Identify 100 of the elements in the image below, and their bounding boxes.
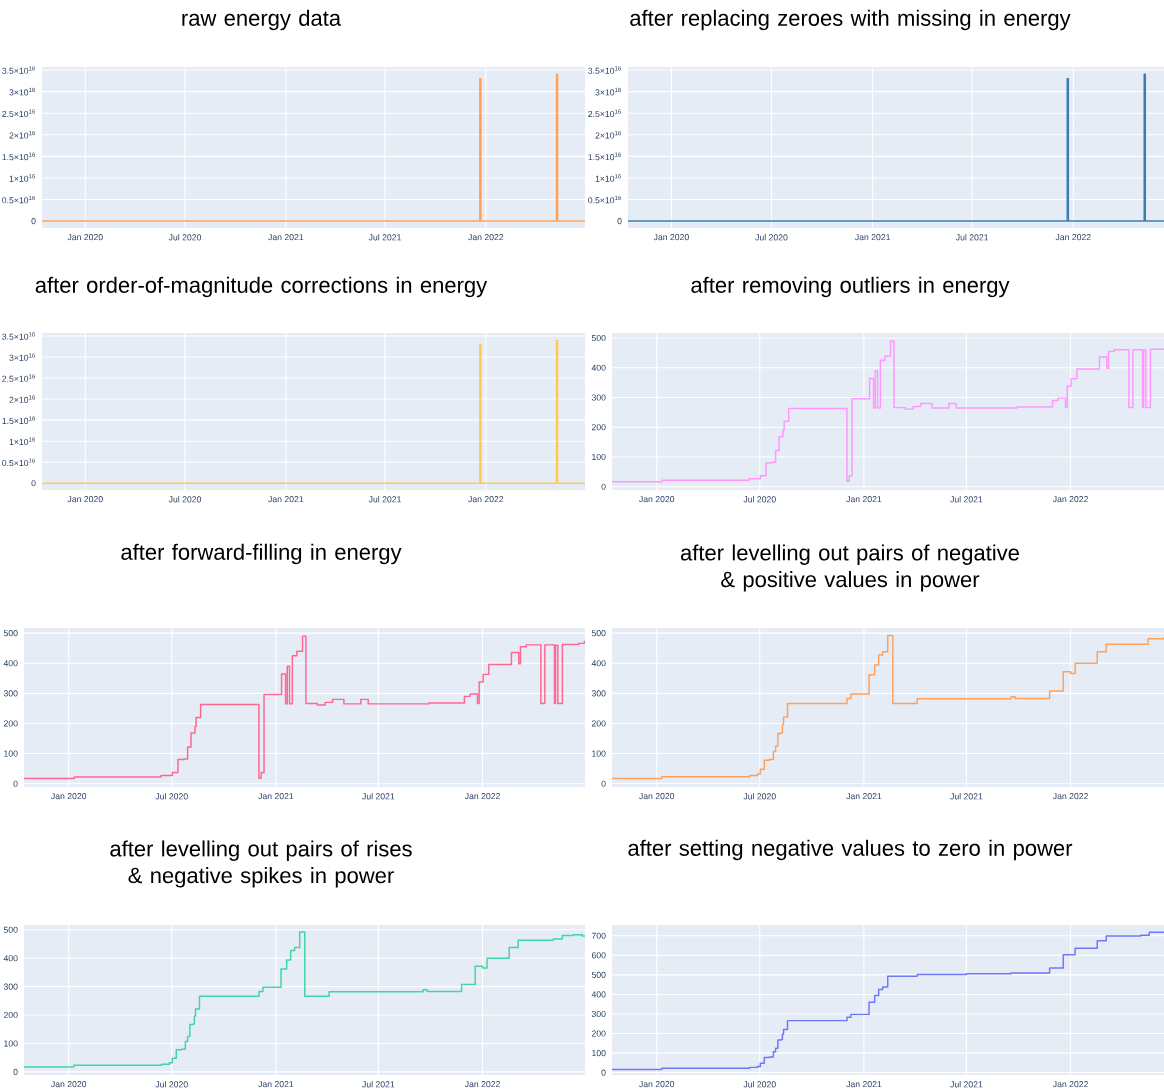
- x-tick-label: Jan 2020: [67, 234, 103, 241]
- y-tick-label: 1.5×10$^{16}$: [588, 152, 622, 161]
- y-tick-label: 200: [591, 1030, 606, 1037]
- y-tick-label: 100: [4, 750, 18, 757]
- x-tick-label: Jul 2021: [950, 793, 983, 800]
- x-tick-label: Jul 2020: [168, 234, 202, 241]
- x-tick-label: Jan 2021: [258, 1081, 294, 1088]
- x-tick-label: Jul 2021: [362, 793, 395, 800]
- x-tick-label: Jan 2020: [51, 793, 87, 800]
- y-tick-label: 0: [601, 1069, 606, 1076]
- chart-title: after replacing zeroes with missing in energy: [630, 9, 1071, 31]
- x-tick-label: Jul 2020: [155, 1081, 188, 1088]
- x-tick-label: Jan 2022: [1052, 793, 1088, 800]
- x-tick-label: Jul 2020: [743, 1081, 776, 1088]
- x-tick-label: Jan 2022: [464, 1081, 500, 1088]
- y-tick-label: 300: [591, 690, 606, 697]
- x-tick-label: Jul 2021: [950, 496, 983, 503]
- y-tick-label: 300: [3, 983, 18, 990]
- y-tick-label: 100: [592, 750, 606, 757]
- x-tick-label: Jan 2022: [468, 496, 504, 503]
- x-tick-label: Jan 2020: [639, 793, 675, 800]
- y-tick-label: 600: [591, 952, 606, 959]
- x-tick-label: Jul 2021: [368, 234, 401, 241]
- y-tick-label: 700: [591, 932, 606, 939]
- x-tick-label: Jul 2021: [950, 1081, 983, 1088]
- y-tick-label: 500: [3, 630, 18, 637]
- x-tick-label: Jan 2020: [51, 1081, 87, 1088]
- y-tick-label: 0: [601, 780, 606, 787]
- x-tick-label: Jan 2022: [1055, 234, 1091, 241]
- chart-title: raw energy data: [182, 9, 342, 31]
- x-tick-label: Jan 2021: [846, 1081, 882, 1088]
- y-tick-label: 1.5×10$^{16}$: [2, 416, 36, 424]
- y-tick-label: 3.5×10$^{16}$: [2, 332, 36, 340]
- y-tick-label: 400: [3, 660, 18, 667]
- x-tick-label: Jan 2020: [639, 496, 675, 503]
- y-tick-label: 0: [617, 218, 622, 225]
- y-tick-label: 100: [592, 1050, 606, 1057]
- x-tick-label: Jan 2020: [653, 234, 689, 241]
- x-tick-label: Jan 2021: [846, 496, 882, 503]
- y-tick-label: 500: [591, 971, 606, 978]
- y-tick-label: 3.5×10$^{16}$: [588, 66, 622, 74]
- x-tick-label: Jan 2021: [846, 793, 882, 800]
- y-tick-label: 0: [31, 480, 36, 487]
- y-tick-label: 2×10$^{16}$: [9, 130, 36, 139]
- chart-title: after levelling out pairs of rises & negative spikes in power: [110, 840, 412, 888]
- y-tick-label: 1.5×10$^{16}$: [2, 152, 36, 161]
- chart-title: after removing outliers in energy: [691, 276, 1010, 298]
- y-tick-label: 0: [13, 780, 18, 787]
- y-tick-label: 2×10$^{16}$: [595, 130, 622, 139]
- y-tick-label: 300: [591, 394, 606, 401]
- y-tick-label: 500: [591, 630, 606, 637]
- y-tick-label: 400: [591, 991, 606, 998]
- x-tick-label: Jan 2020: [67, 496, 103, 503]
- y-tick-label: 1×10$^{16}$: [595, 174, 622, 182]
- y-tick-label: 3.5×10$^{16}$: [2, 66, 36, 74]
- chart-title: after levelling out pairs of negative & positive values in power: [680, 544, 1019, 592]
- y-tick-label: 300: [3, 690, 18, 697]
- y-tick-label: 200: [591, 424, 606, 431]
- y-tick-label: 200: [3, 1011, 18, 1019]
- x-tick-label: Jan 2021: [258, 793, 294, 800]
- y-tick-label: 100: [592, 453, 606, 461]
- y-tick-label: 200: [3, 720, 18, 727]
- y-tick-label: 2×10$^{16}$: [9, 395, 36, 403]
- y-tick-label: 200: [591, 720, 606, 727]
- y-tick-label: 2.5×10$^{16}$: [588, 109, 622, 118]
- y-tick-label: 400: [3, 955, 18, 962]
- x-tick-label: Jul 2021: [955, 234, 989, 241]
- x-tick-label: Jan 2022: [468, 234, 504, 241]
- y-tick-label: 0.5×10$^{16}$: [2, 458, 36, 467]
- chart-title: after setting negative values to zero in power: [628, 839, 1073, 861]
- y-tick-label: 3×10$^{16}$: [595, 87, 622, 96]
- y-tick-label: 3×10$^{16}$: [9, 87, 36, 96]
- y-tick-label: 0.5×10$^{16}$: [588, 195, 622, 204]
- x-tick-label: Jan 2022: [1052, 496, 1088, 503]
- y-tick-label: 2.5×10$^{16}$: [2, 374, 36, 382]
- y-tick-label: 1×10$^{16}$: [9, 437, 36, 446]
- y-tick-label: 0.5×10$^{16}$: [2, 195, 36, 204]
- x-tick-label: Jan 2021: [268, 234, 304, 241]
- x-tick-label: Jul 2021: [362, 1081, 395, 1088]
- y-tick-label: 100: [4, 1040, 18, 1047]
- y-tick-label: 300: [591, 1010, 606, 1018]
- y-tick-label: 500: [591, 335, 606, 342]
- y-tick-label: 0: [601, 483, 606, 490]
- y-tick-label: 0: [13, 1068, 18, 1075]
- x-tick-label: Jan 2022: [1052, 1081, 1088, 1088]
- y-tick-label: 400: [591, 660, 606, 667]
- y-tick-label: 400: [591, 364, 606, 371]
- chart-title: after order-of-magnitude corrections in energy: [35, 276, 488, 298]
- y-tick-label: 1×10$^{16}$: [9, 174, 36, 182]
- chart-title: after forward-filling in energy: [121, 543, 402, 565]
- x-tick-label: Jul 2020: [743, 496, 776, 503]
- x-tick-label: Jul 2021: [368, 496, 401, 503]
- y-tick-label: 0: [31, 218, 36, 225]
- x-tick-label: Jan 2020: [639, 1081, 675, 1088]
- y-tick-label: 500: [3, 926, 18, 933]
- x-tick-label: Jul 2020: [168, 496, 202, 503]
- y-tick-label: 2.5×10$^{16}$: [2, 109, 36, 118]
- x-tick-label: Jul 2020: [743, 793, 776, 800]
- x-tick-label: Jan 2021: [268, 496, 304, 503]
- y-tick-label: 3×10$^{16}$: [9, 353, 36, 361]
